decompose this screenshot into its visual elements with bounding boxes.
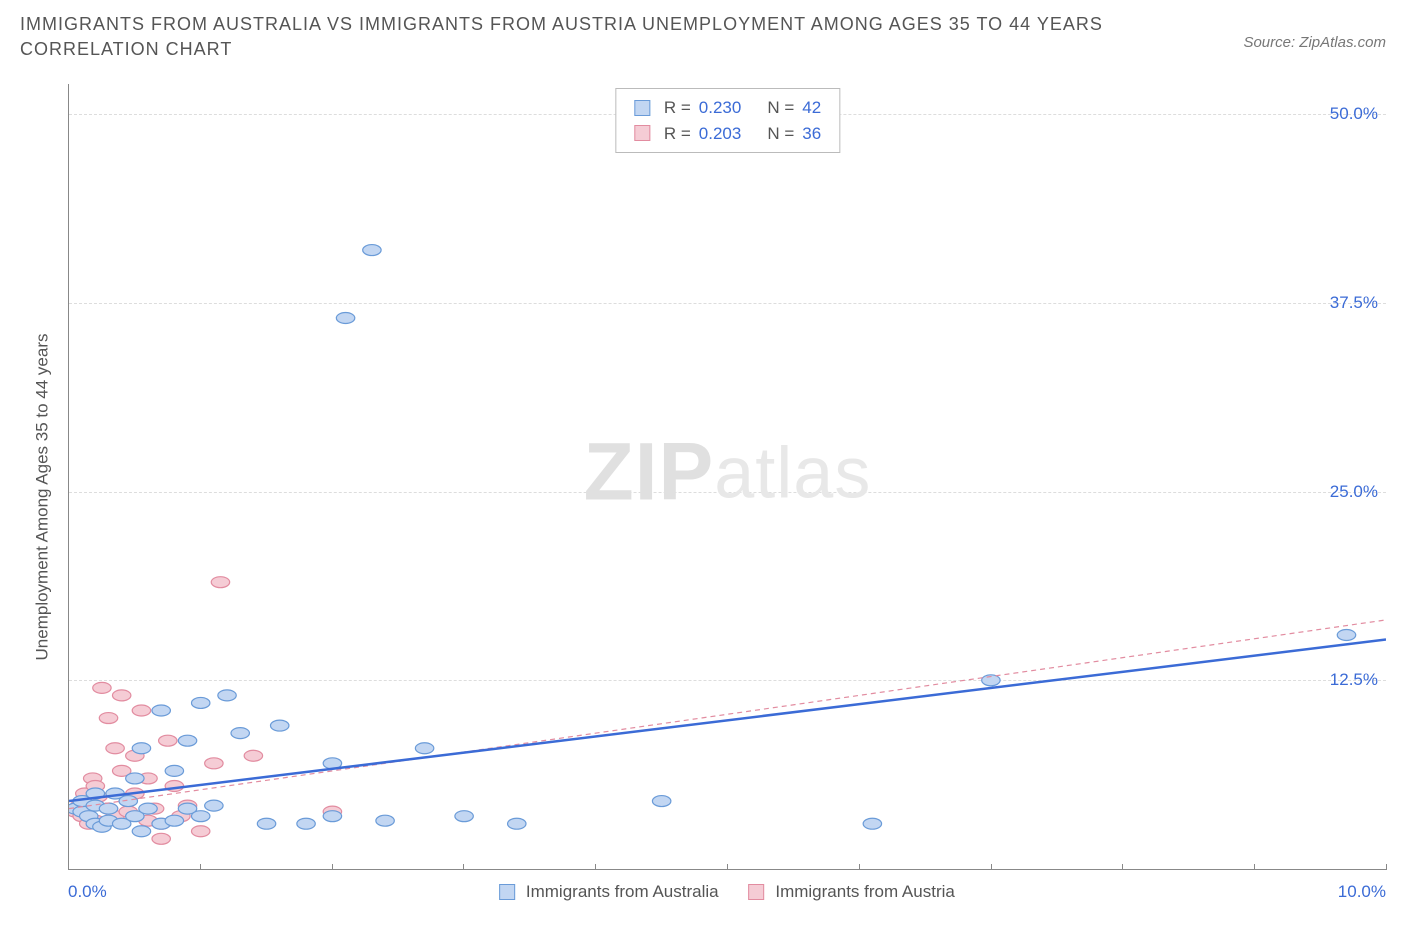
scatter-point-australia <box>165 765 183 776</box>
scatter-point-austria <box>99 713 117 724</box>
scatter-point-australia <box>178 735 196 746</box>
scatter-point-australia <box>126 773 144 784</box>
x-axis: Immigrants from Australia Immigrants fro… <box>68 870 1386 910</box>
series-legend: Immigrants from Australia Immigrants fro… <box>499 882 955 902</box>
scatter-point-australia <box>132 826 150 837</box>
plot-inner: ZIPatlas R = 0.230 N = 42 R = 0.203 N = <box>69 84 1386 869</box>
scatter-point-australia <box>218 690 236 701</box>
x-tick-label-right: 10.0% <box>1338 882 1386 902</box>
scatter-point-australia <box>508 818 526 829</box>
scatter-point-australia <box>336 312 354 323</box>
scatter-point-australia <box>652 796 670 807</box>
scatter-point-australia <box>271 720 289 731</box>
scatter-point-austria <box>112 690 130 701</box>
r-value-australia: 0.230 <box>699 95 742 121</box>
scatter-point-austria <box>211 577 229 588</box>
legend-item-australia: Immigrants from Australia <box>499 882 718 902</box>
r-label: R = <box>664 121 691 147</box>
scatter-point-australia <box>152 705 170 716</box>
legend-item-austria: Immigrants from Austria <box>749 882 955 902</box>
x-tick-label-left: 0.0% <box>68 882 107 902</box>
scatter-point-australia <box>191 811 209 822</box>
scatter-point-austria <box>205 758 223 769</box>
stats-legend: R = 0.230 N = 42 R = 0.203 N = 36 <box>615 88 840 153</box>
scatter-point-australia <box>139 803 157 814</box>
scatter-point-austria <box>152 833 170 844</box>
scatter-point-australia <box>323 811 341 822</box>
series-label-austria: Immigrants from Austria <box>775 882 955 901</box>
scatter-point-australia <box>165 815 183 826</box>
series-label-australia: Immigrants from Australia <box>526 882 719 901</box>
scatter-point-austria <box>93 682 111 693</box>
r-value-austria: 0.203 <box>699 121 742 147</box>
scatter-point-austria <box>132 705 150 716</box>
header-row: IMMIGRANTS FROM AUSTRALIA VS IMMIGRANTS … <box>0 0 1406 62</box>
n-label: N = <box>767 95 794 121</box>
r-label: R = <box>664 95 691 121</box>
scatter-point-australia <box>205 800 223 811</box>
scatter-point-australia <box>1337 630 1355 641</box>
scatter-point-australia <box>132 743 150 754</box>
legend-row-austria: R = 0.203 N = 36 <box>634 121 821 147</box>
swatch-austria <box>749 884 765 900</box>
swatch-australia <box>499 884 515 900</box>
scatter-point-australia <box>99 803 117 814</box>
swatch-austria <box>634 125 650 141</box>
chart-title: IMMIGRANTS FROM AUSTRALIA VS IMMIGRANTS … <box>20 12 1120 62</box>
swatch-australia <box>634 100 650 116</box>
y-axis-label: Unemployment Among Ages 35 to 44 years <box>33 334 53 661</box>
n-value-austria: 36 <box>802 121 821 147</box>
scatter-point-australia <box>231 728 249 739</box>
scatter-point-australia <box>191 697 209 708</box>
chart-container: Unemployment Among Ages 35 to 44 years Z… <box>20 84 1386 910</box>
scatter-point-australia <box>363 245 381 256</box>
plot-svg <box>69 84 1386 869</box>
x-tick <box>1386 864 1387 870</box>
plot-area: ZIPatlas R = 0.230 N = 42 R = 0.203 N = <box>68 84 1386 870</box>
n-label: N = <box>767 121 794 147</box>
source-label: Source: ZipAtlas.com <box>1243 34 1386 51</box>
scatter-point-australia <box>297 818 315 829</box>
scatter-point-austria <box>244 750 262 761</box>
n-value-australia: 42 <box>802 95 821 121</box>
scatter-point-australia <box>415 743 433 754</box>
scatter-point-australia <box>257 818 275 829</box>
regression-line-austria <box>69 620 1386 809</box>
regression-line-australia <box>69 640 1386 802</box>
scatter-point-australia <box>863 818 881 829</box>
scatter-point-austria <box>191 826 209 837</box>
scatter-point-australia <box>455 811 473 822</box>
legend-row-australia: R = 0.230 N = 42 <box>634 95 821 121</box>
scatter-point-austria <box>159 735 177 746</box>
scatter-point-australia <box>376 815 394 826</box>
scatter-point-austria <box>106 743 124 754</box>
scatter-point-australia <box>119 796 137 807</box>
